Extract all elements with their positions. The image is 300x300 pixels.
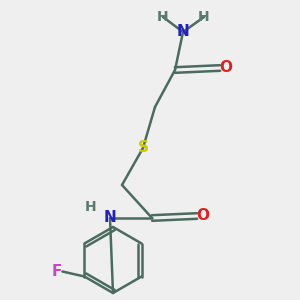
Text: N: N bbox=[177, 25, 189, 40]
Text: H: H bbox=[157, 10, 169, 24]
Text: H: H bbox=[198, 10, 210, 24]
Text: N: N bbox=[103, 211, 116, 226]
Text: O: O bbox=[196, 208, 209, 224]
Text: S: S bbox=[137, 140, 148, 155]
Text: H: H bbox=[85, 200, 97, 214]
Text: O: O bbox=[220, 61, 232, 76]
Text: F: F bbox=[51, 264, 62, 279]
